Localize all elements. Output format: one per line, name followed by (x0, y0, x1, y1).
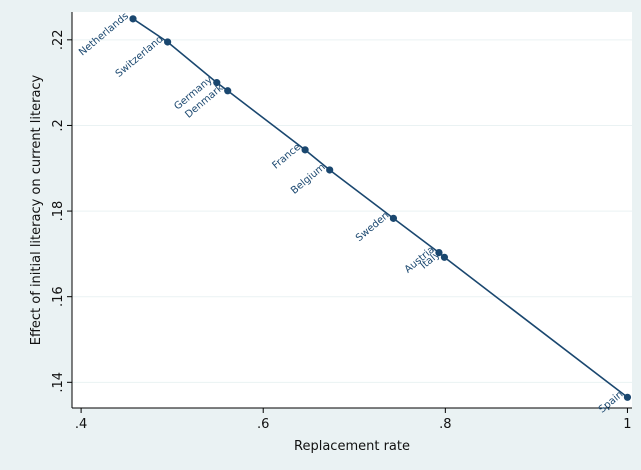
gridlines (72, 39, 632, 383)
y-tick-label: .18 (51, 201, 66, 222)
data-point (224, 87, 232, 95)
x-axis-title: Replacement rate (294, 439, 410, 454)
data-point (440, 253, 449, 261)
data-point (301, 146, 309, 154)
series-line (132, 18, 628, 398)
y-tick-label: .16 (51, 286, 66, 307)
y-axis-ticks: .14 .16 .18 .2 .22 (51, 29, 72, 393)
data-point (623, 393, 632, 401)
data-point (164, 38, 172, 46)
data-point (435, 248, 443, 257)
y-axis-title: Effect of initial literacy on current li… (29, 74, 44, 345)
y-tick-label: .14 (51, 372, 66, 393)
y-tick-label: .2 (51, 119, 66, 131)
data-point (389, 214, 398, 222)
x-tick-label: .8 (439, 417, 451, 432)
y-tick-label: .22 (51, 29, 66, 50)
x-axis-ticks: .4 .6 .8 1 (75, 408, 632, 432)
x-tick-label: .4 (75, 417, 87, 432)
x-tick-label: .6 (257, 417, 269, 432)
plot-area (72, 12, 632, 408)
data-point (326, 166, 334, 174)
x-tick-label: 1 (623, 417, 631, 432)
data-point (129, 15, 137, 23)
data-point (213, 79, 221, 87)
